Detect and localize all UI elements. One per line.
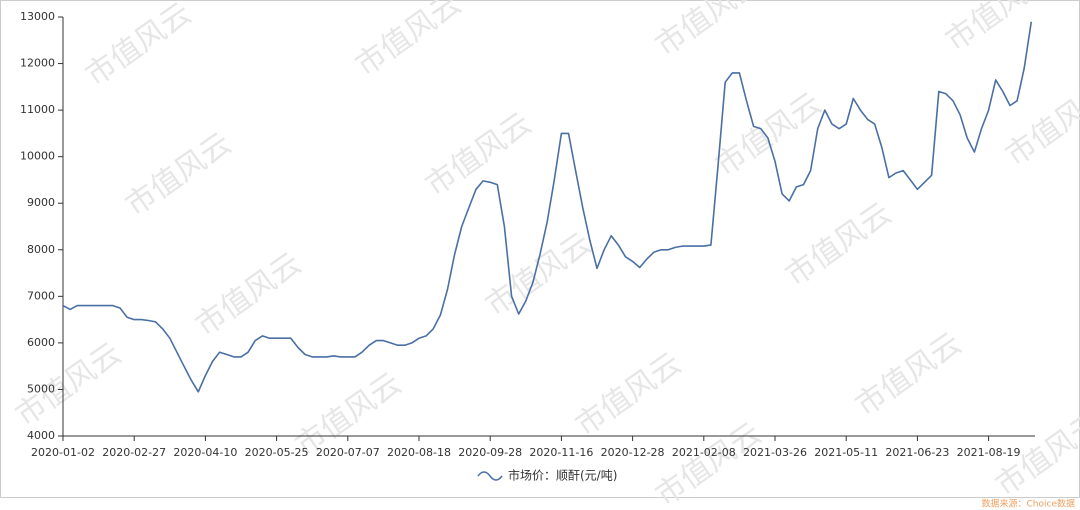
y-tick-label: 7000	[27, 289, 55, 302]
y-tick-label: 8000	[27, 243, 55, 256]
x-tick-label: 2021-03-26	[743, 446, 807, 459]
y-tick-label: 13000	[20, 10, 55, 23]
x-tick-label: 2020-05-25	[245, 446, 309, 459]
series-line	[62, 21, 1033, 393]
x-tick-label: 2020-08-18	[387, 446, 451, 459]
y-tick-label: 9000	[27, 196, 55, 209]
y-tick-label: 10000	[20, 150, 55, 163]
x-tick-label: 2020-02-27	[102, 446, 166, 459]
x-tick-label: 2021-08-19	[957, 446, 1021, 459]
y-tick-label: 5000	[27, 382, 55, 395]
y-tick-label: 12000	[20, 57, 55, 70]
legend-icon	[477, 471, 503, 481]
x-tick-label: 2021-05-11	[814, 446, 878, 459]
y-tick-label: 11000	[20, 103, 55, 116]
source: 数据来源：Choice数据	[982, 498, 1075, 510]
x-tick-label: 2021-06-23	[885, 446, 949, 459]
legend-label: 市场价：顺酐(元/吨)	[508, 468, 617, 483]
x-tick-label: 2021-02-08	[672, 446, 736, 459]
chart-frame	[0, 0, 1080, 498]
x-tick-label: 2020-09-28	[458, 446, 522, 459]
x-tick-label: 2020-07-07	[316, 446, 380, 459]
x-tick-label: 2020-12-28	[601, 446, 665, 459]
x-tick-label: 2020-11-16	[529, 446, 593, 459]
y-tick-label: 4000	[27, 429, 55, 442]
x-tick-label: 2020-01-02	[31, 446, 95, 459]
x-tick-label: 2020-04-10	[173, 446, 237, 459]
y-tick-label: 6000	[27, 336, 55, 349]
